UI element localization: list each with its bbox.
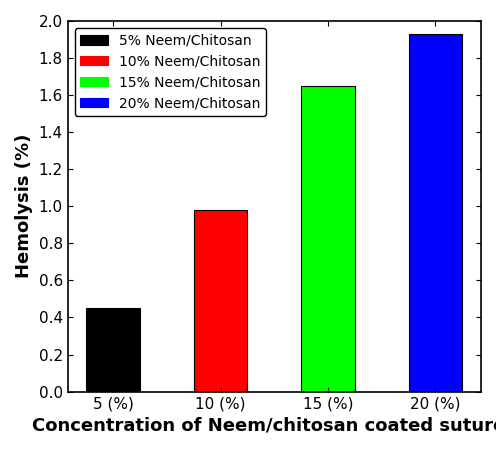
Bar: [409, 34, 462, 392]
Bar: [194, 210, 248, 392]
Y-axis label: Hemolysis (%): Hemolysis (%): [15, 134, 33, 279]
Legend: 5% Neem/Chitosan, 10% Neem/Chitosan, 15% Neem/Chitosan, 20% Neem/Chitosan: 5% Neem/Chitosan, 10% Neem/Chitosan, 15%…: [74, 28, 266, 116]
Bar: [86, 308, 140, 392]
Bar: [301, 86, 355, 392]
X-axis label: Concentration of Neem/chitosan coated sutures: Concentration of Neem/chitosan coated su…: [32, 417, 496, 435]
